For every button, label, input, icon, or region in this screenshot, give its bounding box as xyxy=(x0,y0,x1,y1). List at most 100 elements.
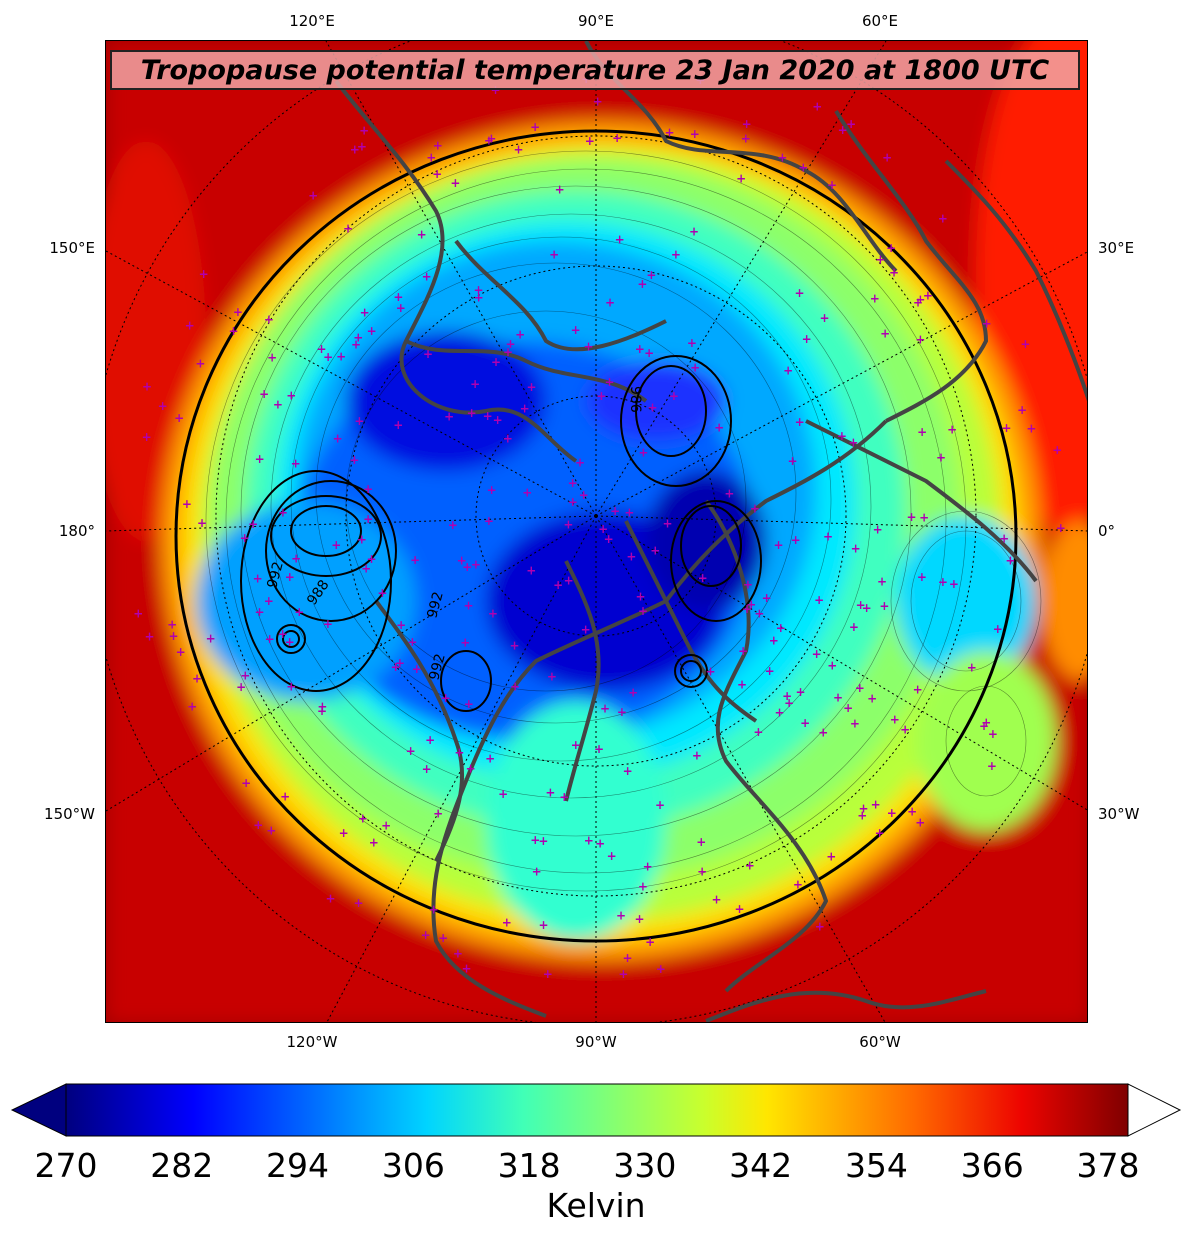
station-marker: + xyxy=(855,681,865,695)
station-marker: + xyxy=(563,517,573,531)
station-marker: + xyxy=(644,346,654,360)
station-marker: + xyxy=(460,636,470,650)
station-marker: + xyxy=(503,432,513,446)
station-marker: + xyxy=(612,131,622,145)
station-marker: + xyxy=(248,517,258,531)
station-marker: + xyxy=(837,429,847,443)
station-marker: + xyxy=(849,620,859,634)
pressure-contour-labels: 992 988 992 986 992 xyxy=(264,386,643,682)
station-marker: + xyxy=(294,605,304,619)
station-marker: + xyxy=(286,679,296,693)
station-marker: + xyxy=(776,621,786,635)
station-marker: + xyxy=(265,632,275,646)
station-marker: + xyxy=(664,126,674,140)
station-marker: + xyxy=(192,671,202,685)
station-marker: + xyxy=(464,697,474,711)
station-marker: + xyxy=(887,806,897,820)
station-marker: + xyxy=(526,564,536,578)
station-marker: + xyxy=(406,744,416,758)
station-marker: + xyxy=(549,248,559,262)
colorbar-tick-label: 318 xyxy=(497,1146,561,1185)
station-marker: + xyxy=(333,431,343,445)
station-marker: + xyxy=(412,662,422,676)
station-marker: + xyxy=(947,423,957,437)
station-marker: + xyxy=(993,622,1003,636)
lon-label-right: 30°W xyxy=(1098,805,1140,823)
station-marker: + xyxy=(857,808,867,822)
station-marker: + xyxy=(687,336,697,350)
station-marker: + xyxy=(938,211,948,225)
station-marker: + xyxy=(343,222,353,236)
station-marker: + xyxy=(267,350,277,364)
station-marker: + xyxy=(889,266,899,280)
lon-label-top: 90°E xyxy=(577,12,615,30)
station-marker: + xyxy=(987,759,997,773)
station-marker: + xyxy=(142,379,152,393)
station-marker: + xyxy=(605,296,615,310)
station-marker: + xyxy=(812,100,822,114)
station-marker: + xyxy=(617,705,627,719)
colorbar-gradient xyxy=(65,1083,1129,1137)
station-marker: + xyxy=(795,685,805,699)
station-marker: + xyxy=(999,532,1009,546)
station-marker: + xyxy=(354,414,364,428)
station-marker: + xyxy=(421,928,431,942)
station-marker: + xyxy=(638,446,648,460)
station-marker: + xyxy=(349,453,359,467)
station-marker: + xyxy=(671,247,681,261)
contour-label: 992 xyxy=(426,652,448,682)
station-marker: + xyxy=(690,127,700,141)
station-marker: + xyxy=(634,912,644,926)
map-panel: 992 988 992 986 992 + + + + + + + + + + + + + + + + + + + +… xyxy=(105,40,1088,1023)
station-marker: + xyxy=(555,182,565,196)
station-marker: + xyxy=(826,850,836,864)
station-marker: + xyxy=(228,324,238,338)
station-marker: + xyxy=(584,834,594,848)
station-marker: + xyxy=(425,733,435,747)
station-marker: + xyxy=(689,225,699,239)
station-marker: + xyxy=(483,409,493,423)
station-marker: + xyxy=(848,436,858,450)
contour-label: 992 xyxy=(264,560,286,590)
station-marker: + xyxy=(515,328,525,342)
coastlines xyxy=(334,41,1087,1022)
colorbar-max-extend xyxy=(1127,1083,1182,1137)
station-marker: + xyxy=(381,819,391,833)
station-marker: + xyxy=(357,140,367,154)
station-marker: + xyxy=(604,532,614,546)
station-marker: + xyxy=(503,345,513,359)
station-marker: + xyxy=(598,522,608,536)
station-marker: + xyxy=(568,476,578,490)
station-marker: + xyxy=(484,514,494,528)
station-marker: + xyxy=(568,495,578,509)
lon-label-left: 180° xyxy=(58,522,95,540)
station-marker: + xyxy=(818,726,828,740)
station-marker: + xyxy=(626,550,636,564)
station-marker: + xyxy=(473,283,483,297)
station-marker: + xyxy=(255,452,265,466)
station-marker: + xyxy=(185,318,195,332)
station-marker: + xyxy=(594,742,604,756)
station-marker: + xyxy=(241,776,251,790)
station-marker: + xyxy=(923,288,933,302)
station-marker: + xyxy=(187,700,197,714)
station-marker: + xyxy=(628,686,638,700)
station-marker: + xyxy=(1056,521,1066,535)
station-marker: + xyxy=(979,719,989,733)
lon-label-bottom: 90°W xyxy=(575,1033,617,1051)
station-marker: + xyxy=(873,522,883,536)
station-marker: + xyxy=(746,598,756,612)
station-marker: + xyxy=(461,962,471,976)
station-marker: + xyxy=(635,589,645,603)
station-marker: + xyxy=(543,967,553,981)
station-marker: + xyxy=(753,725,763,739)
station-marker: + xyxy=(564,573,574,587)
station-marker: + xyxy=(800,716,810,730)
colorbar-min-extend xyxy=(10,1083,67,1137)
station-marker: + xyxy=(266,824,276,838)
station-marker: + xyxy=(510,679,520,693)
station-marker: + xyxy=(369,836,379,850)
station-marker: + xyxy=(366,552,376,566)
colorbar-tick-label: 294 xyxy=(266,1146,330,1185)
station-marker: + xyxy=(949,577,959,591)
